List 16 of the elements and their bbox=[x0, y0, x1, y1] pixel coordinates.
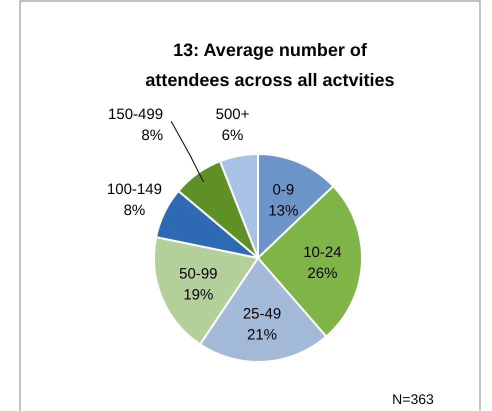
chart-title: 13: Average number of attendees across all actvities bbox=[145, 40, 395, 90]
slice-label: 150-499 bbox=[108, 106, 164, 124]
data-label: 8% bbox=[141, 127, 164, 144]
slice-label: 10-24 bbox=[303, 244, 342, 262]
data-label: 13% bbox=[268, 202, 298, 220]
slice-label: 0-9 bbox=[272, 182, 294, 199]
data-label: 21% bbox=[246, 326, 278, 344]
slice-label: 25-49 bbox=[242, 305, 282, 322]
slice-label: 50-99 bbox=[179, 265, 218, 282]
text: N=363 bbox=[392, 391, 434, 407]
data-label: 6% bbox=[222, 127, 244, 144]
data-label: 26% bbox=[307, 265, 338, 282]
data-label: 8% bbox=[124, 202, 146, 220]
slice-label: 100-149 bbox=[106, 181, 162, 198]
slice-label: 500+ bbox=[216, 106, 250, 124]
data-label: 19% bbox=[183, 286, 214, 304]
